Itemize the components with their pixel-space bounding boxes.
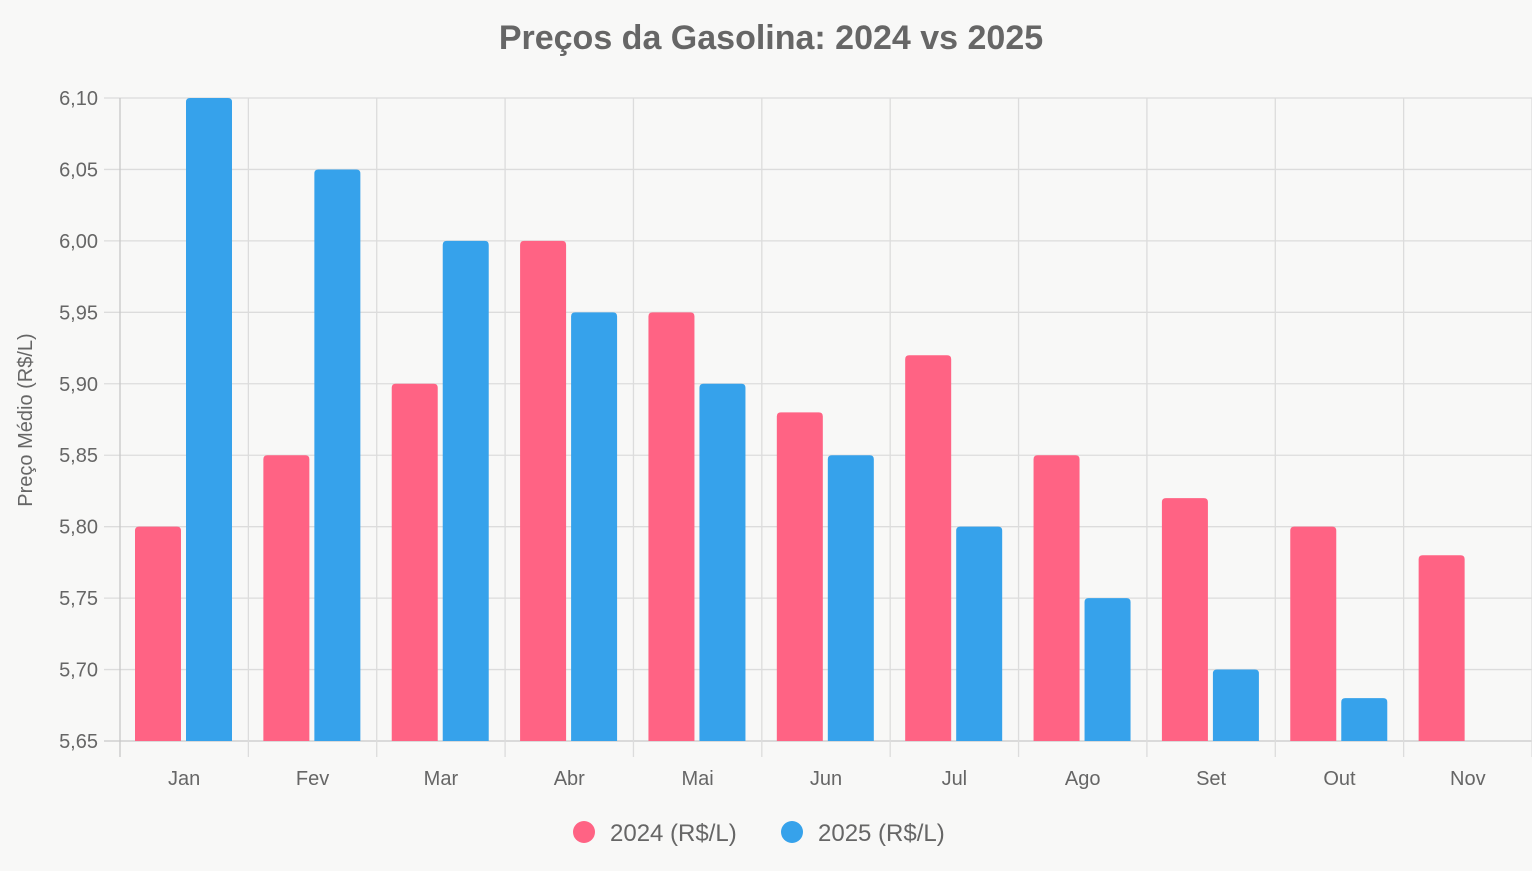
legend-marker-icon (781, 821, 803, 843)
bar-2025 (1084, 598, 1131, 741)
x-tick-label: Ago (1065, 768, 1101, 790)
bar-2024 (391, 383, 438, 741)
bar-2025 (956, 526, 1003, 741)
y-tick-label: 5,75 (59, 588, 98, 610)
legend-label: 2025 (R$/L) (818, 820, 945, 847)
bar-2024 (1161, 498, 1208, 741)
x-tick-label: Out (1323, 768, 1356, 790)
chart-title: Preços da Gasolina: 2024 vs 2025 (499, 19, 1043, 57)
bar-2025 (314, 169, 361, 741)
y-tick-label: 5,85 (59, 445, 98, 467)
bar-2025 (571, 312, 618, 741)
y-tick-label: 5,70 (59, 660, 98, 682)
bar-2024 (905, 355, 952, 741)
y-axis-label: Preço Médio (R$/L) (15, 333, 37, 506)
legend-label: 2024 (R$/L) (610, 820, 737, 847)
bar-2025 (1212, 669, 1259, 741)
y-tick-label: 5,65 (59, 731, 98, 753)
bar-2025 (827, 455, 874, 741)
x-tick-label: Mai (682, 768, 714, 790)
x-tick-label: Jun (810, 768, 842, 790)
bar-2025 (186, 98, 232, 741)
x-tick-label: Jan (168, 768, 200, 790)
bar-2024 (776, 412, 823, 741)
y-tick-label: 5,90 (59, 374, 98, 396)
bar-2024 (1033, 455, 1080, 741)
bar-2024 (648, 312, 695, 741)
y-tick-label: 5,95 (59, 302, 98, 324)
bar-2025 (699, 383, 746, 741)
x-tick-label: Abr (554, 768, 585, 790)
bar-2024 (1418, 555, 1465, 741)
x-tick-label: Mar (424, 768, 459, 790)
bar-2025 (442, 240, 489, 741)
bar-2025 (1341, 698, 1388, 741)
x-tick-label: Jul (942, 768, 968, 790)
bar-2024 (1290, 526, 1337, 741)
y-tick-label: 5,80 (59, 517, 98, 539)
bar-2024 (263, 455, 310, 741)
y-tick-label: 6,05 (59, 159, 98, 181)
y-tick-label: 6,10 (59, 88, 98, 110)
bar-2024 (520, 240, 567, 741)
x-tick-label: Nov (1450, 768, 1486, 790)
legend-marker-icon (573, 821, 595, 843)
x-tick-label: Set (1196, 768, 1226, 790)
x-tick-label: Fev (296, 768, 329, 790)
y-tick-label: 6,00 (59, 231, 98, 253)
bar-2024 (135, 526, 181, 741)
